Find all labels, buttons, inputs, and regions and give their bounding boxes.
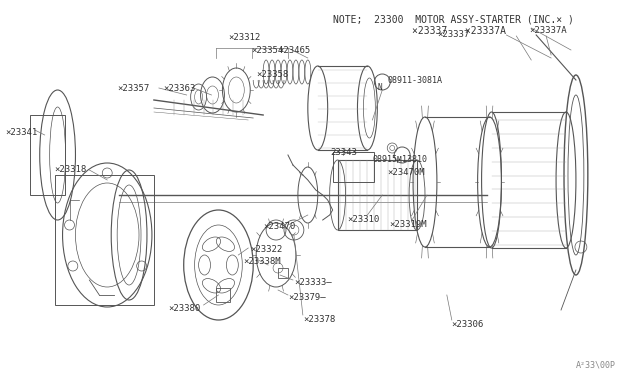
Text: ×23333—: ×23333— [294,278,332,287]
Text: ×23470: ×23470 [263,222,296,231]
Bar [338,160,417,230]
Text: ×23312: ×23312 [228,33,260,42]
Bar [30,115,65,195]
Text: ×23310: ×23310 [348,215,380,224]
Text: ×23380: ×23380 [169,304,201,313]
Bar [278,268,288,278]
Bar [54,175,154,305]
Text: A²33\00P: A²33\00P [575,360,616,369]
Bar [333,152,374,182]
Text: 08911-3081A: 08911-3081A [387,76,442,85]
Text: ×23318: ×23318 [54,165,87,174]
Text: ×23337   ×23337A: ×23337 ×23337A [412,26,506,36]
Text: N: N [377,83,381,92]
Text: 23343: 23343 [331,148,358,157]
Text: 08915-13810: 08915-13810 [372,155,428,164]
Text: ×23341: ×23341 [5,128,37,137]
Text: ×23338M: ×23338M [243,257,281,266]
Text: ×23319M: ×23319M [389,220,427,229]
Text: M: M [397,155,401,164]
Text: ×23379—: ×23379— [288,293,326,302]
Text: ×23358: ×23358 [256,70,289,79]
Text: ×23337: ×23337 [437,30,469,39]
Text: ×23470M: ×23470M [387,168,425,177]
Text: ×23363: ×23363 [164,84,196,93]
Text: ×23337A: ×23337A [529,26,567,35]
Text: NOTE;  23300  MOTOR ASSY-STARTER (INC.× ): NOTE; 23300 MOTOR ASSY-STARTER (INC.× ) [333,14,573,24]
Text: ×23322: ×23322 [250,245,282,254]
Text: ×23354: ×23354 [252,46,284,55]
Bar [216,288,230,302]
Text: ×23357: ×23357 [117,84,149,93]
Text: ×23465: ×23465 [278,46,310,55]
Text: ×23378: ×23378 [303,315,335,324]
Text: ×23306: ×23306 [452,320,484,329]
